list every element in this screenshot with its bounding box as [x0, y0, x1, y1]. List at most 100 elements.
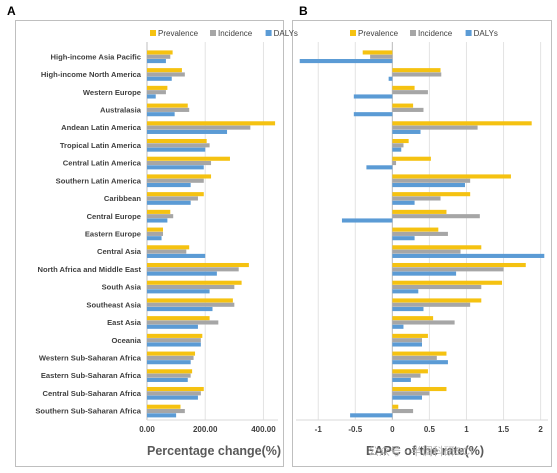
panel-b-frame: [292, 20, 552, 467]
bar-a-prevalence-central-europe: [147, 209, 171, 214]
bar-b-prevalence-tropical-latin-america: [392, 138, 409, 144]
bar-a-prevalence-high-income-asia-pacific: [147, 50, 173, 55]
panel-b-tick-label: 1: [464, 425, 469, 434]
bar-b-prevalence-caribbean: [392, 192, 471, 197]
bar-a-prevalence-oceania: [147, 333, 203, 338]
watermark-text: 公众号 · 半调科研SCI: [368, 444, 473, 458]
bar-a-incidence-caribbean: [147, 196, 198, 201]
bar-a-incidence-western-sub-saharan-africa: [147, 355, 194, 360]
panel-b-letter: B: [299, 4, 308, 18]
bar-b-dalys-western-europe: [353, 94, 393, 99]
panel-a-frame: [15, 20, 284, 467]
bar-b-incidence-central-sub-saharan-africa: [392, 391, 430, 396]
bar-b-prevalence-australasia: [392, 103, 414, 108]
bar-a-dalys-central-latin-america: [147, 165, 204, 170]
category-label-central-europe: Central Europe: [87, 212, 141, 221]
bar-b-incidence-southern-sub-saharan-africa: [392, 408, 414, 414]
bar-b-dalys-southern-latin-america: [392, 183, 465, 188]
bar-b-incidence-high-income-north-america: [392, 72, 442, 77]
bar-a-prevalence-south-asia: [147, 280, 242, 285]
bar-a-incidence-southeast-asia: [147, 302, 235, 307]
category-label-central-sub-saharan-africa: Central Sub-Saharan Africa: [43, 389, 142, 398]
bar-b-incidence-south-asia: [392, 284, 482, 290]
bar-b-dalys-east-asia: [392, 324, 404, 329]
bar-b-prevalence-south-asia: [392, 280, 503, 285]
bar-b-incidence-east-asia: [392, 320, 455, 325]
legend-swatch-incidence: [210, 30, 216, 36]
bar-a-dalys-australasia: [147, 112, 175, 117]
bar-a-prevalence-central-asia: [147, 245, 190, 250]
bar-a-prevalence-central-sub-saharan-africa: [147, 386, 204, 392]
category-label-southern-sub-saharan-africa: Southern Sub-Saharan Africa: [35, 407, 141, 416]
bar-b-incidence-tropical-latin-america: [392, 143, 404, 148]
bar-a-prevalence-north-africa-and-middle-east: [147, 262, 249, 268]
bar-a-incidence-eastern-sub-saharan-africa: [147, 373, 191, 378]
category-label-south-asia: South Asia: [102, 283, 142, 292]
bar-b-dalys-high-income-asia-pacific: [299, 59, 393, 64]
bar-a-incidence-southern-sub-saharan-africa: [147, 408, 185, 414]
bar-b-prevalence-east-asia: [392, 316, 434, 321]
bar-a-incidence-western-europe: [147, 90, 166, 95]
category-label-eastern-europe: Eastern Europe: [85, 230, 141, 239]
bar-b-incidence-andean-latin-america: [392, 125, 478, 130]
bar-a-dalys-southern-sub-saharan-africa: [147, 413, 177, 418]
category-label-southern-latin-america: Southern Latin America: [56, 176, 142, 185]
bar-b-prevalence-eastern-europe: [392, 227, 439, 232]
bar-a-dalys-central-europe: [147, 218, 168, 223]
bar-a-prevalence-southern-latin-america: [147, 174, 212, 179]
bar-a-incidence-high-income-asia-pacific: [147, 54, 171, 59]
bar-a-incidence-north-africa-and-middle-east: [147, 267, 239, 272]
bar-b-prevalence-high-income-asia-pacific: [362, 50, 393, 55]
bar-a-dalys-high-income-asia-pacific: [147, 59, 166, 64]
bar-a-dalys-oceania: [147, 342, 201, 347]
bar-a-prevalence-eastern-sub-saharan-africa: [147, 369, 193, 374]
bar-b-dalys-tropical-latin-america: [392, 147, 402, 152]
panel-a-tick-label: 400.00: [251, 425, 276, 434]
category-label-tropical-latin-america: Tropical Latin America: [60, 141, 142, 150]
bar-a-dalys-high-income-north-america: [147, 76, 172, 81]
bar-a-incidence-central-europe: [147, 214, 174, 219]
bar-b-incidence-eastern-europe: [392, 231, 448, 236]
bar-a-incidence-east-asia: [147, 320, 219, 325]
category-label-andean-latin-america: Andean Latin America: [61, 123, 142, 132]
bar-b-incidence-high-income-asia-pacific: [370, 54, 393, 59]
bar-a-dalys-western-sub-saharan-africa: [147, 360, 191, 365]
category-label-north-africa-and-middle-east: North Africa and Middle East: [37, 265, 141, 274]
bar-b-prevalence-north-africa-and-middle-east: [392, 262, 526, 268]
panel-a-x-axis-label: Percentage change(%): [147, 444, 281, 458]
bar-b-dalys-australasia: [353, 112, 393, 117]
bar-b-prevalence-southeast-asia: [392, 298, 482, 303]
bar-a-dalys-tropical-latin-america: [147, 147, 206, 152]
bar-b-prevalence-southern-latin-america: [392, 174, 511, 179]
category-label-southeast-asia: Southeast Asia: [86, 300, 141, 309]
legend-label-incidence: Incidence: [418, 29, 453, 38]
bar-a-prevalence-australasia: [147, 103, 188, 108]
legend-swatch-prevalence: [150, 30, 156, 36]
bar-a-dalys-southeast-asia: [147, 307, 213, 312]
bar-b-prevalence-high-income-north-america: [392, 68, 441, 73]
bar-b-dalys-caribbean: [392, 200, 415, 205]
legend-swatch-prevalence: [350, 30, 356, 36]
bar-b-incidence-north-africa-and-middle-east: [392, 267, 504, 272]
category-label-western-europe: Western Europe: [83, 88, 141, 97]
bar-a-prevalence-western-europe: [147, 85, 168, 90]
bar-a-incidence-tropical-latin-america: [147, 143, 210, 148]
bar-b-prevalence-central-latin-america: [392, 156, 431, 161]
bar-b-dalys-central-latin-america: [366, 165, 393, 170]
category-label-western-sub-saharan-africa: Western Sub-Saharan Africa: [39, 354, 142, 363]
bar-b-incidence-western-sub-saharan-africa: [392, 355, 437, 360]
bar-b-dalys-eastern-sub-saharan-africa: [392, 377, 411, 382]
bar-a-incidence-central-asia: [147, 249, 187, 254]
bar-b-dalys-central-sub-saharan-africa: [392, 395, 422, 400]
bar-a-incidence-oceania: [147, 338, 201, 343]
legend-label-dalys: DALYs: [474, 29, 498, 38]
bar-b-prevalence-central-sub-saharan-africa: [392, 386, 447, 392]
bar-a-dalys-east-asia: [147, 324, 198, 329]
panel-a-tick-label: 0.00: [139, 425, 155, 434]
bar-b-incidence-eastern-sub-saharan-africa: [392, 373, 421, 378]
bar-a-incidence-central-latin-america: [147, 160, 212, 166]
bar-a-prevalence-andean-latin-america: [147, 121, 276, 126]
panel-b-tick-label: 1.5: [498, 425, 510, 434]
bar-b-incidence-central-asia: [392, 249, 461, 254]
